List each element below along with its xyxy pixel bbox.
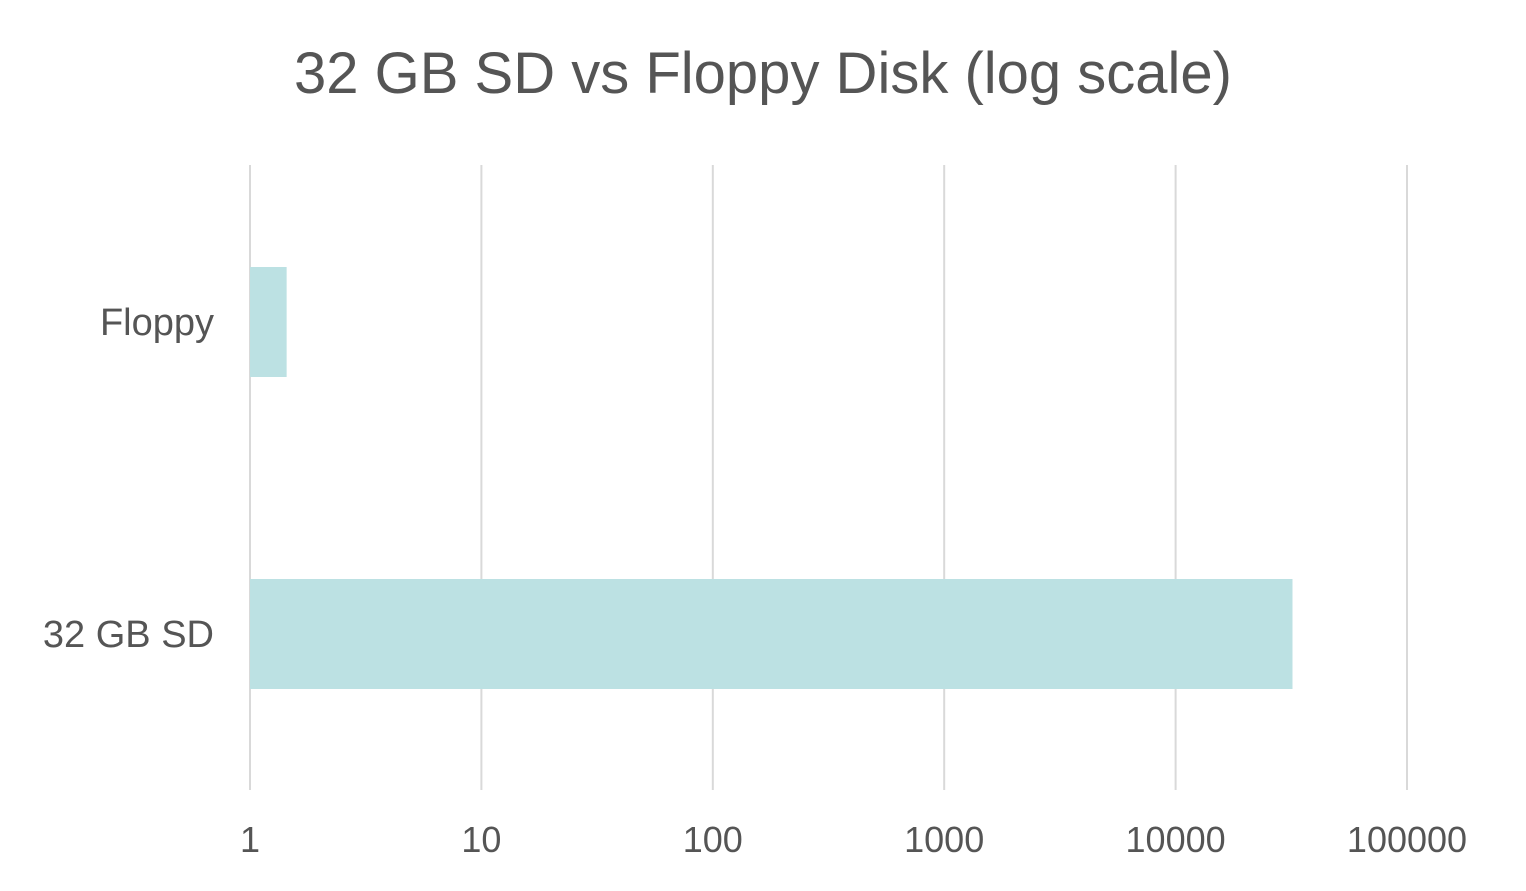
category-labels: Floppy 32 GB SD (43, 302, 214, 656)
x-tick-label: 1 (240, 819, 260, 860)
bars (250, 267, 1293, 689)
bar-32-gb-sd (250, 579, 1293, 689)
x-tick-label: 100000 (1347, 819, 1467, 860)
category-label: Floppy (100, 302, 214, 344)
x-tick-label: 1000 (904, 819, 984, 860)
bar-floppy (250, 267, 287, 377)
x-tick-label: 100 (683, 819, 743, 860)
x-tick-labels: 1 10 100 1000 10000 100000 (240, 819, 1467, 860)
chart-title: 32 GB SD vs Floppy Disk (log scale) (294, 41, 1232, 106)
category-label: 32 GB SD (43, 614, 214, 656)
x-tick-label: 10000 (1126, 819, 1226, 860)
grid-lines (249, 165, 1408, 790)
x-tick-label: 10 (461, 819, 501, 860)
